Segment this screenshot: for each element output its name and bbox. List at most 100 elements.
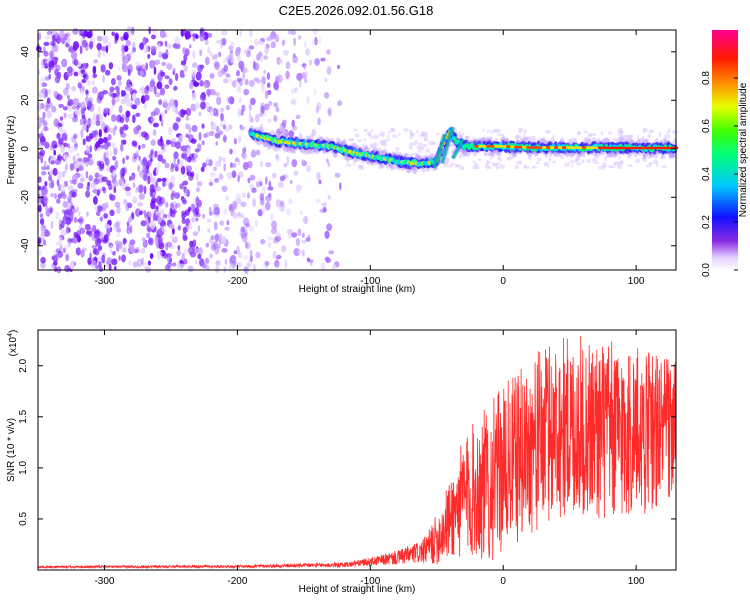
noise-speck-light — [591, 158, 598, 163]
noise-speck — [153, 85, 157, 95]
noise-speck — [326, 49, 331, 55]
noise-speck-light — [459, 166, 465, 171]
noise-speck-light — [613, 137, 617, 142]
noise-speck — [282, 49, 289, 56]
noise-speck — [196, 173, 199, 182]
noise-speck — [284, 259, 288, 269]
noise-speck — [149, 184, 155, 193]
noise-speck-light — [497, 156, 501, 160]
noise-speck — [72, 116, 78, 123]
noise-speck — [173, 85, 178, 91]
noise-speck — [293, 170, 299, 176]
noise-speck — [149, 80, 156, 88]
noise-speck — [159, 87, 166, 96]
noise-speck-light — [603, 158, 608, 161]
noise-speck — [44, 195, 48, 202]
noise-speck — [92, 73, 98, 78]
noise-speck-light — [627, 137, 633, 142]
noise-speck — [148, 210, 155, 219]
noise-speck — [313, 88, 317, 96]
spectrogram-x-tick-label: -300 — [94, 276, 114, 287]
noise-speck — [46, 97, 51, 105]
noise-speck-light — [455, 164, 461, 168]
noise-speck — [225, 104, 230, 111]
noise-speck — [159, 29, 166, 39]
noise-speck — [274, 235, 282, 242]
noise-speck — [185, 165, 192, 172]
ridge-core — [498, 144, 503, 148]
noise-speck — [46, 30, 53, 36]
noise-speck — [37, 176, 42, 183]
noise-speck-light — [647, 133, 652, 139]
noise-speck — [61, 58, 68, 68]
noise-speck — [43, 46, 46, 55]
noise-speck — [177, 158, 180, 165]
noise-speck — [100, 144, 105, 149]
noise-speck — [146, 232, 151, 239]
noise-speck — [190, 29, 194, 36]
noise-speck — [199, 49, 203, 57]
noise-speck — [225, 73, 231, 78]
noise-speck — [281, 39, 286, 46]
noise-speck — [145, 85, 150, 91]
noise-speck-light — [619, 160, 623, 166]
noise-speck — [290, 88, 295, 95]
noise-speck-light — [409, 153, 414, 157]
noise-speck-light — [421, 143, 428, 147]
noise-speck — [141, 143, 146, 149]
noise-speck — [60, 229, 67, 236]
noise-speck — [76, 218, 83, 223]
noise-speck-light — [586, 158, 592, 164]
noise-speck — [88, 174, 93, 182]
noise-speck — [219, 220, 225, 226]
noise-speck — [148, 154, 153, 159]
noise-speck — [287, 233, 292, 239]
snr-y-tick-label: 1.5 — [18, 409, 29, 423]
noise-speck-light — [382, 133, 385, 138]
noise-speck — [221, 248, 228, 253]
noise-speck — [44, 89, 48, 98]
noise-speck — [170, 209, 177, 215]
noise-speck — [295, 184, 302, 191]
noise-speck — [179, 159, 184, 168]
noise-speck — [299, 210, 303, 216]
noise-speck — [45, 197, 49, 204]
noise-speck — [100, 157, 105, 165]
noise-speck — [81, 39, 88, 48]
noise-speck — [69, 263, 75, 270]
noise-speck — [112, 155, 117, 161]
ridge-core — [665, 146, 671, 150]
ridge-streak — [432, 133, 446, 169]
noise-speck — [179, 183, 184, 190]
noise-speck — [96, 205, 103, 212]
noise-speck — [55, 211, 60, 221]
noise-speck — [144, 103, 147, 110]
noise-speck — [311, 129, 316, 137]
noise-speck — [170, 175, 176, 184]
noise-speck — [119, 116, 124, 124]
noise-speck — [170, 165, 175, 172]
noise-speck — [287, 228, 293, 235]
noise-speck — [58, 122, 63, 128]
noise-speck — [294, 87, 298, 93]
noise-speck — [181, 210, 186, 216]
noise-speck-light — [668, 155, 674, 160]
noise-speck-light — [619, 136, 623, 140]
noise-speck — [261, 205, 266, 215]
noise-speck-light — [424, 138, 429, 142]
noise-speck — [127, 216, 133, 223]
noise-speck — [205, 101, 210, 109]
noise-speck — [263, 103, 270, 111]
noise-speck-light — [544, 129, 551, 134]
ridge-core — [617, 146, 623, 150]
noise-speck — [285, 208, 292, 216]
noise-speck — [98, 162, 105, 172]
noise-speck — [187, 265, 194, 273]
noise-speck — [200, 166, 205, 173]
noise-speck — [160, 118, 164, 127]
noise-speck — [270, 213, 274, 221]
noise-speck — [264, 260, 270, 266]
noise-speck — [156, 81, 163, 90]
noise-speck — [265, 176, 268, 185]
noise-speck — [86, 185, 90, 191]
